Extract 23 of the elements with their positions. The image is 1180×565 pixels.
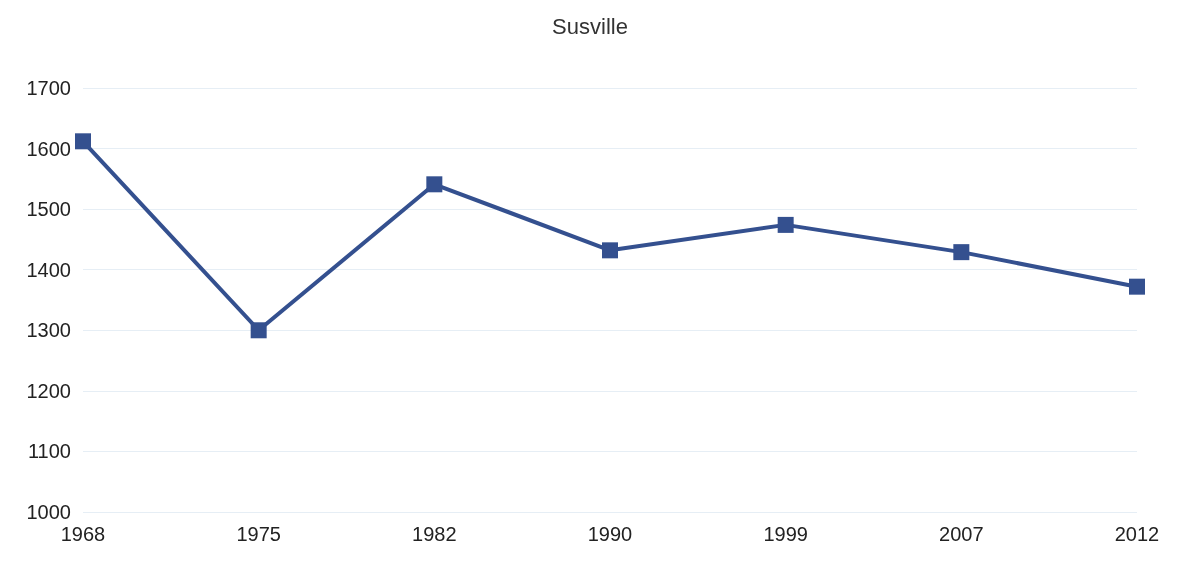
y-tick-label: 1100 (27, 440, 71, 463)
y-tick-label: 1000 (26, 501, 71, 523)
point (602, 242, 618, 259)
x-tick-label: 1975 (236, 523, 281, 545)
chart-title: Susville (552, 13, 628, 39)
point (250, 322, 267, 339)
y-tick-label: 1500 (26, 198, 71, 221)
y-tick-label: 1600 (26, 137, 71, 160)
y-tick-label: 1200 (26, 379, 71, 402)
point (426, 176, 443, 193)
y-tick-label: 1700 (26, 77, 71, 99)
x-tick-label: 1990 (587, 523, 633, 545)
x-tick-label: 1982 (412, 523, 457, 545)
point (777, 216, 794, 233)
x-tick-label: 2007 (939, 523, 984, 545)
point (1129, 278, 1145, 295)
point (75, 133, 91, 150)
x-tick-label: 1999 (763, 523, 808, 545)
y-tick-label: 1400 (26, 258, 71, 281)
x-tick-label: 1968 (60, 523, 106, 545)
point (953, 244, 970, 261)
y-tick-label: 1300 (26, 319, 71, 342)
x-tick-label: 2012 (1114, 523, 1160, 545)
